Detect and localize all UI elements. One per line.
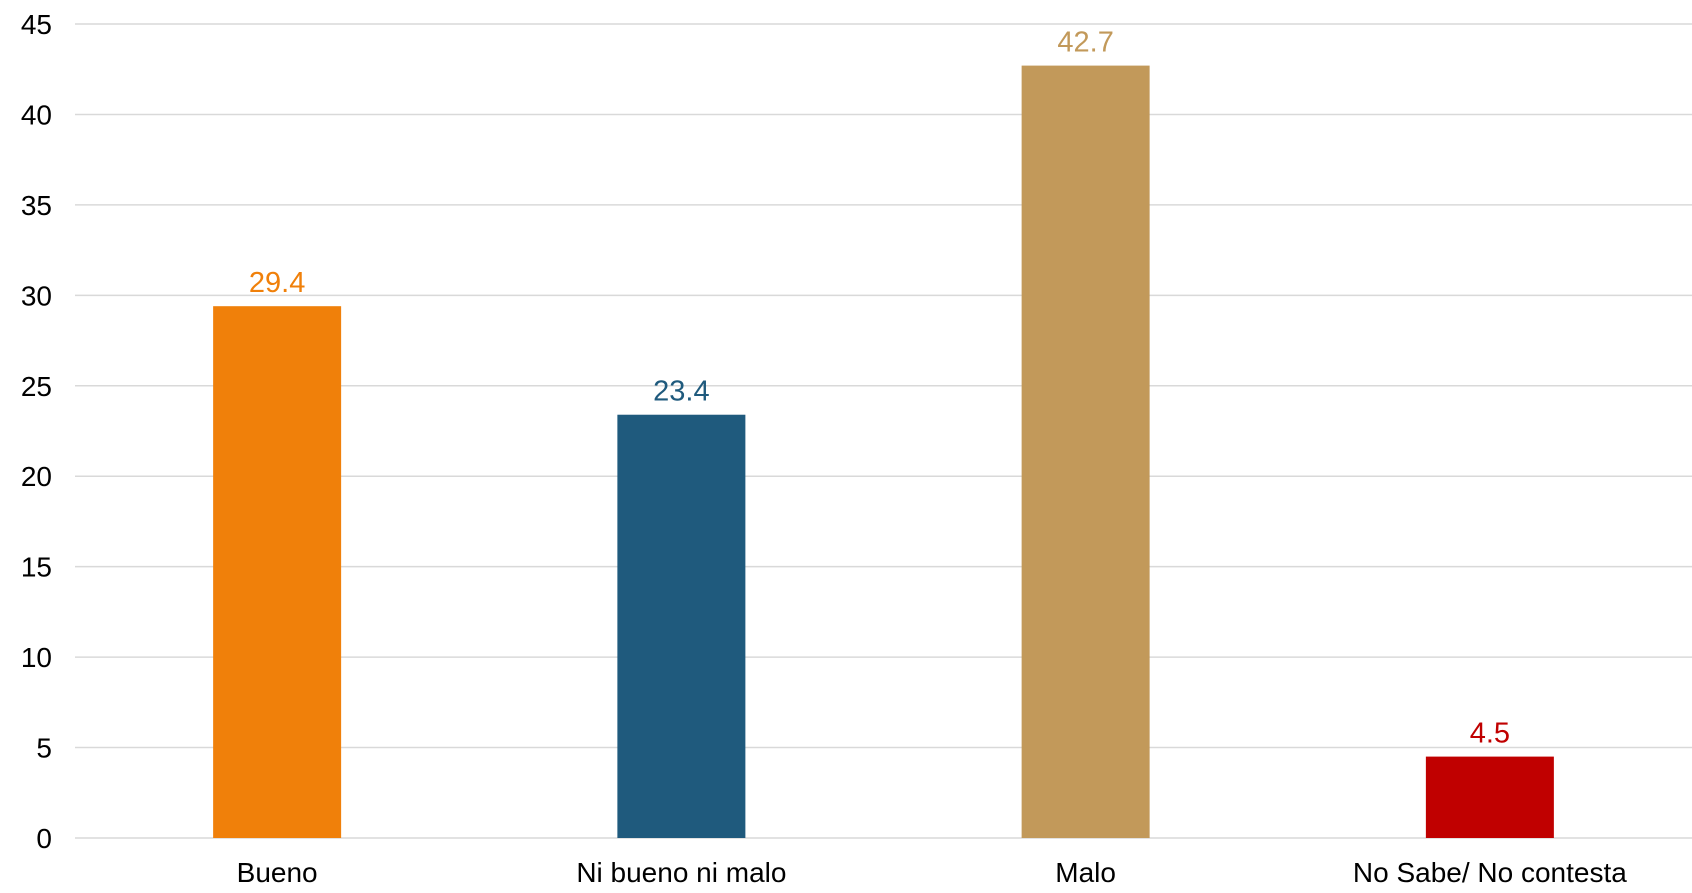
y-tick-label: 25 — [21, 371, 52, 402]
bar-value-label: 23.4 — [653, 376, 709, 408]
y-tick-label: 5 — [36, 733, 52, 764]
x-category-label: No Sabe/ No contesta — [1353, 857, 1627, 888]
bar — [213, 306, 342, 839]
gridlines — [75, 23, 1692, 839]
bar-value-label: 4.5 — [1470, 718, 1510, 750]
bar — [1425, 756, 1554, 838]
y-tick-label: 30 — [21, 280, 52, 311]
x-axis-category-labels: Bueno Ni bueno ni malo Malo No Sabe/ No con… — [237, 857, 1628, 888]
x-category-label: Bueno — [237, 857, 318, 888]
y-tick-label: 45 — [21, 9, 52, 40]
x-category-label: Ni bueno ni malo — [576, 857, 786, 888]
y-tick-label: 40 — [21, 99, 52, 130]
bar-value-label: 42.7 — [1057, 27, 1113, 59]
bar — [1021, 65, 1150, 839]
y-tick-label: 20 — [21, 461, 52, 492]
bar — [617, 414, 746, 838]
y-tick-label: 15 — [21, 552, 52, 583]
y-axis-tick-labels: 0 5 10 15 20 25 30 35 40 45 — [21, 9, 52, 854]
y-tick-label: 10 — [21, 642, 52, 673]
bars — [213, 65, 1554, 839]
y-tick-label: 0 — [36, 823, 52, 854]
y-tick-label: 35 — [21, 190, 52, 221]
bar-value-label: 29.4 — [249, 267, 305, 299]
x-category-label: Malo — [1055, 857, 1116, 888]
data-labels: 29.4 23.4 42.7 4.5 — [249, 27, 1510, 750]
